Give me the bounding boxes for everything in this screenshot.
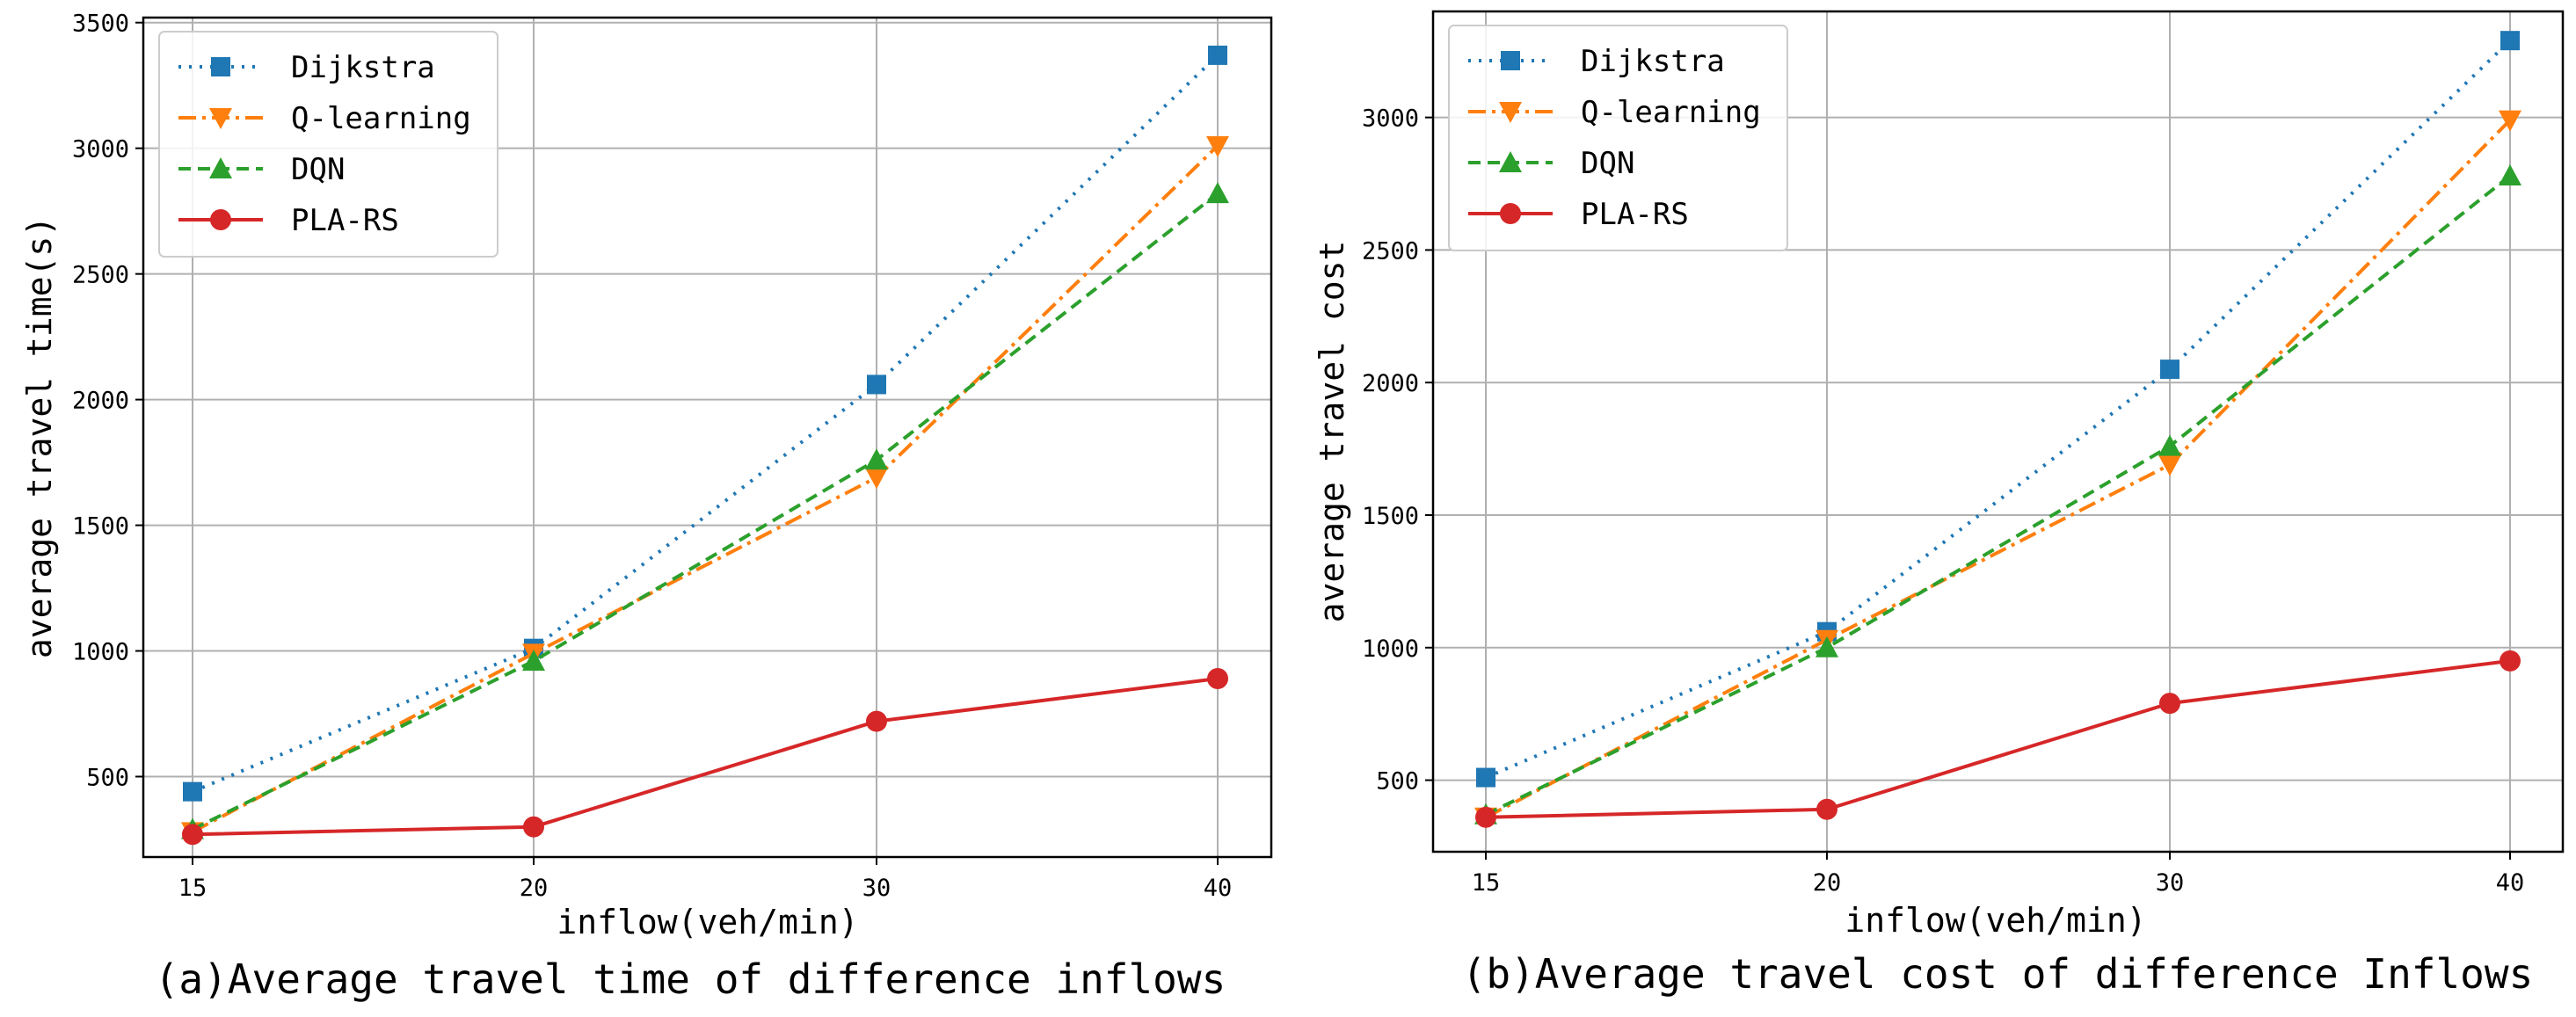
series-pla-rs — [1475, 650, 2521, 828]
x-tick-label: 40 — [2496, 869, 2525, 897]
legend-item: Q-learning — [178, 101, 471, 136]
data-point — [523, 816, 544, 838]
data-point — [2500, 31, 2520, 51]
legend-item: DQN — [178, 152, 345, 187]
y-tick-label: 3000 — [1362, 105, 1419, 133]
data-point — [2158, 454, 2181, 476]
x-tick-label: 15 — [178, 875, 207, 902]
data-point — [2158, 434, 2181, 456]
legend-item: Q-learning — [1468, 95, 1761, 130]
y-tick-label: 500 — [1376, 768, 1419, 795]
series-line — [1485, 174, 2512, 817]
data-point — [1816, 636, 1838, 657]
x-axis-label: inflow(veh/min) — [557, 903, 858, 941]
series-line — [1485, 658, 2511, 819]
y-tick-label: 3000 — [72, 136, 129, 163]
data-point — [2499, 163, 2521, 185]
y-tick-label: 3500 — [72, 11, 129, 38]
legend-item: Dijkstra — [178, 50, 435, 85]
data-point — [1500, 203, 1521, 224]
data-point — [867, 374, 886, 395]
legend: Dijkstra Q-learning DQN PLA-RS — [158, 31, 498, 258]
legend-label: DQN — [291, 152, 345, 187]
x-axis-label: inflow(veh/min) — [1845, 901, 2146, 940]
legend-label: Dijkstra — [291, 50, 435, 85]
y-axis-label: average travel time(s) — [20, 216, 59, 658]
x-tick-label: 20 — [1813, 869, 1842, 897]
data-point — [2159, 693, 2180, 715]
panel-caption: (b)Average travel cost of difference Inf… — [1462, 950, 2534, 998]
y-axis: 500 1000 1500 2000 2500 3000 3500 — [72, 11, 143, 792]
data-point — [2500, 650, 2521, 672]
data-point — [182, 824, 203, 846]
y-axis: 500 1000 1500 2000 2500 3000 — [1362, 105, 1433, 795]
data-point — [209, 108, 232, 129]
data-point — [1816, 798, 1837, 820]
x-tick-label: 30 — [2156, 869, 2185, 897]
legend-item: PLA-RS — [1468, 197, 1689, 232]
legend-label: PLA-RS — [291, 203, 399, 238]
x-tick-label: 15 — [1472, 869, 1501, 897]
y-tick-label: 2000 — [1362, 370, 1419, 397]
legend-label: PLA-RS — [1581, 197, 1689, 232]
y-tick-label: 2500 — [1362, 237, 1419, 265]
data-point — [865, 448, 888, 470]
y-tick-label: 1000 — [72, 639, 129, 666]
series-dqn — [181, 182, 1229, 839]
legend: Dijkstra Q-learning DQN PLA-RS — [1448, 25, 1788, 251]
legend-label: Q-learning — [291, 101, 471, 136]
y-tick-label: 2500 — [72, 262, 129, 289]
data-point — [522, 649, 545, 671]
data-point — [1475, 806, 1496, 828]
legend-label: Q-learning — [1581, 95, 1761, 130]
data-point — [211, 57, 230, 76]
legend-label: Dijkstra — [1581, 44, 1725, 79]
x-tick-label: 40 — [1204, 875, 1233, 902]
series-pla-rs — [182, 667, 1228, 846]
x-axis: 15 20 30 40 — [178, 857, 1233, 902]
y-tick-label: 2000 — [72, 388, 129, 415]
data-point — [2499, 110, 2521, 132]
legend-box — [158, 31, 498, 258]
data-point — [865, 468, 888, 490]
x-tick-label: 20 — [520, 875, 549, 902]
data-point — [1499, 151, 1522, 172]
series-line — [192, 192, 1219, 832]
data-point — [2160, 360, 2179, 380]
y-tick-label: 1500 — [1362, 503, 1419, 530]
grid — [143, 18, 1271, 857]
data-point — [1499, 102, 1522, 123]
data-point — [866, 710, 887, 732]
series-line — [1485, 119, 2512, 819]
y-tick-label: 500 — [86, 765, 129, 792]
data-point — [1501, 51, 1520, 70]
panel-caption: (a)Average travel time of difference inf… — [155, 955, 1226, 1003]
y-axis-label: average travel cost — [1313, 241, 1351, 623]
legend-item: Dijkstra — [1468, 44, 1725, 79]
axes-frame — [142, 16, 1273, 859]
data-point — [1206, 135, 1229, 157]
chart-panel-a: 15 20 30 40 500 1000 1500 2000 2500 3000 3500 inflo… — [20, 11, 1273, 1003]
legend-item: PLA-RS — [178, 203, 399, 238]
y-tick-label: 1500 — [72, 513, 129, 541]
data-point — [209, 157, 232, 178]
x-axis: 15 20 30 40 — [1472, 852, 2525, 897]
data-point — [210, 209, 231, 230]
data-point — [1208, 45, 1227, 65]
series-line — [192, 144, 1219, 834]
data-point — [1476, 767, 1495, 788]
chart-panel-b: 15 20 30 40 500 1000 1500 2000 2500 3000 inflow(ve… — [1313, 10, 2565, 998]
legend-label: DQN — [1581, 146, 1634, 181]
series-dqn — [1474, 163, 2521, 824]
data-point — [183, 781, 202, 802]
data-point — [1207, 667, 1228, 689]
y-tick-label: 1000 — [1362, 636, 1419, 663]
legend-item: DQN — [1468, 146, 1634, 181]
legend-box — [1448, 25, 1788, 251]
axes-frame — [1431, 10, 2565, 854]
series-line — [192, 677, 1219, 837]
x-tick-label: 30 — [862, 875, 891, 902]
data-point — [1206, 182, 1229, 204]
